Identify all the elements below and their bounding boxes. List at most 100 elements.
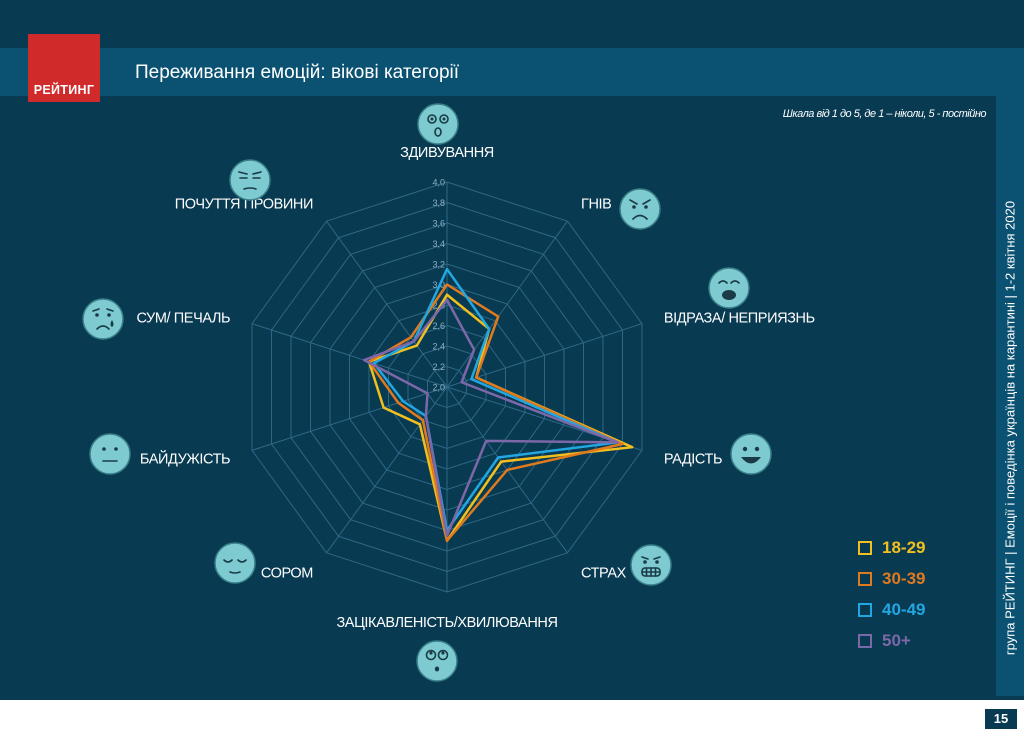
legend-swatch: [858, 602, 872, 617]
axis-label: ГНІВ: [581, 197, 611, 213]
tick-label: 2,6: [432, 321, 445, 331]
grid-spoke: [251, 386, 448, 451]
face-brow: [92, 308, 114, 312]
logo-text: РЕЙТИНГ: [33, 83, 95, 97]
legend-label: 18-29: [882, 537, 926, 557]
legend-item-18-29: 18-29: [858, 532, 925, 563]
face-circle: [417, 103, 459, 145]
happy-face-icon: [730, 433, 772, 475]
disgusted-face-icon: [708, 267, 750, 309]
axis-label: СТРАХ: [581, 565, 627, 581]
face-eye: [632, 205, 636, 209]
series-line-50-plus: [362, 298, 619, 537]
face-eyes: [718, 280, 740, 284]
face-eye: [643, 560, 647, 564]
face-eye: [425, 649, 437, 661]
grid-spoke: [326, 386, 448, 554]
legend-label: 30-39: [882, 568, 926, 588]
face-eye: [427, 114, 437, 124]
face-eye: [441, 651, 445, 655]
legend-swatch: [858, 633, 872, 648]
face-eyes: [223, 559, 247, 563]
series-line-40-49: [372, 267, 619, 532]
radar-axis-labels: ЗДИВУВАННЯ ГНІВ ВІДРАЗА/ НЕПРИЯЗНЬ РАДІСТЬ С…: [136, 145, 815, 631]
angry-face-icon: [619, 188, 661, 230]
legend-swatch: [858, 571, 872, 586]
face-mouth: [434, 666, 440, 672]
footer-bar: [0, 700, 1024, 732]
tick-label: 4,0: [432, 178, 445, 188]
face-circle: [214, 542, 256, 584]
face-tear: [110, 320, 114, 327]
face-mouth: [632, 214, 648, 220]
tick-label: 3,4: [432, 239, 445, 249]
face-eye: [429, 651, 433, 655]
sad-face-icon: [82, 298, 124, 340]
legend: 18-29 30-39 40-49 50+: [858, 532, 925, 656]
tick-label: 3,2: [432, 260, 445, 270]
face-eye: [644, 205, 648, 209]
face-eye: [439, 114, 449, 124]
tick-label: 2,8: [432, 301, 445, 311]
face-mouth: [434, 127, 442, 137]
series-line-30-39: [367, 283, 624, 542]
face-mouth: [741, 457, 761, 464]
header-bar: [0, 48, 1024, 96]
face-brow: [629, 199, 651, 205]
face-circle: [730, 433, 772, 475]
legend-item-50-plus: 50+: [858, 625, 925, 656]
face-eye: [655, 560, 659, 564]
face-circle: [82, 298, 124, 340]
scale-note: Шкала від 1 до 5, де 1 – ніколи, 5 - пос…: [782, 108, 987, 120]
face-eye: [742, 446, 748, 452]
legend-swatch: [858, 540, 872, 555]
grid-spoke: [446, 323, 643, 388]
face-teeth: [641, 567, 661, 577]
axis-label: ПОЧУТТЯ ПРОВИНИ: [175, 197, 313, 213]
guilty-face-icon: [229, 159, 271, 201]
face-brow: [641, 556, 661, 560]
legend-label: 40-49: [882, 599, 926, 619]
face-circle: [630, 544, 672, 586]
grid-spoke: [446, 220, 568, 388]
tick-label: 2,4: [432, 342, 445, 352]
tick-label: 2,2: [432, 362, 445, 372]
face-mouth: [243, 187, 257, 190]
radar-series: [362, 267, 634, 542]
scared-face-icon: [630, 544, 672, 586]
tick-label: 3,8: [432, 198, 445, 208]
axis-label: СУМ/ ПЕЧАЛЬ: [136, 311, 230, 327]
face-eye: [95, 313, 99, 317]
ashamed-face-icon: [214, 542, 256, 584]
face-eye: [754, 446, 760, 452]
rating-logo: РЕЙТИНГ: [28, 34, 100, 102]
face-eye: [430, 117, 434, 121]
face-eye: [442, 117, 446, 121]
grid-spoke: [326, 220, 448, 388]
tick-label: 2,0: [432, 383, 445, 393]
face-mouth: [229, 571, 241, 574]
face-mouth: [96, 325, 110, 330]
face-eye: [102, 447, 106, 451]
face-brow: [238, 171, 262, 175]
page-title: Переживання емоцій: вікові категорії: [135, 62, 460, 83]
axis-label: ВІДРАЗА/ НЕПРИЯЗНЬ: [664, 311, 815, 327]
grid-spoke: [251, 323, 448, 388]
face-circle: [619, 188, 661, 230]
face-circle: [416, 640, 458, 682]
face-eye: [107, 313, 111, 317]
face-circle: [708, 267, 750, 309]
face-circle: [229, 159, 271, 201]
legend-item-40-49: 40-49: [858, 594, 925, 625]
axis-label: ЗДИВУВАННЯ: [400, 145, 494, 161]
axis-label: РАДІСТЬ: [664, 451, 722, 467]
legend-item-30-39: 30-39: [858, 563, 925, 594]
indifferent-face-icon: [89, 433, 131, 475]
face-eye: [114, 447, 118, 451]
series-line-18-29: [367, 293, 634, 542]
axis-label: СОРОМ: [261, 565, 313, 581]
page-number: 15: [985, 709, 1017, 729]
face-circle: [89, 433, 131, 475]
legend-label: 50+: [882, 630, 911, 650]
